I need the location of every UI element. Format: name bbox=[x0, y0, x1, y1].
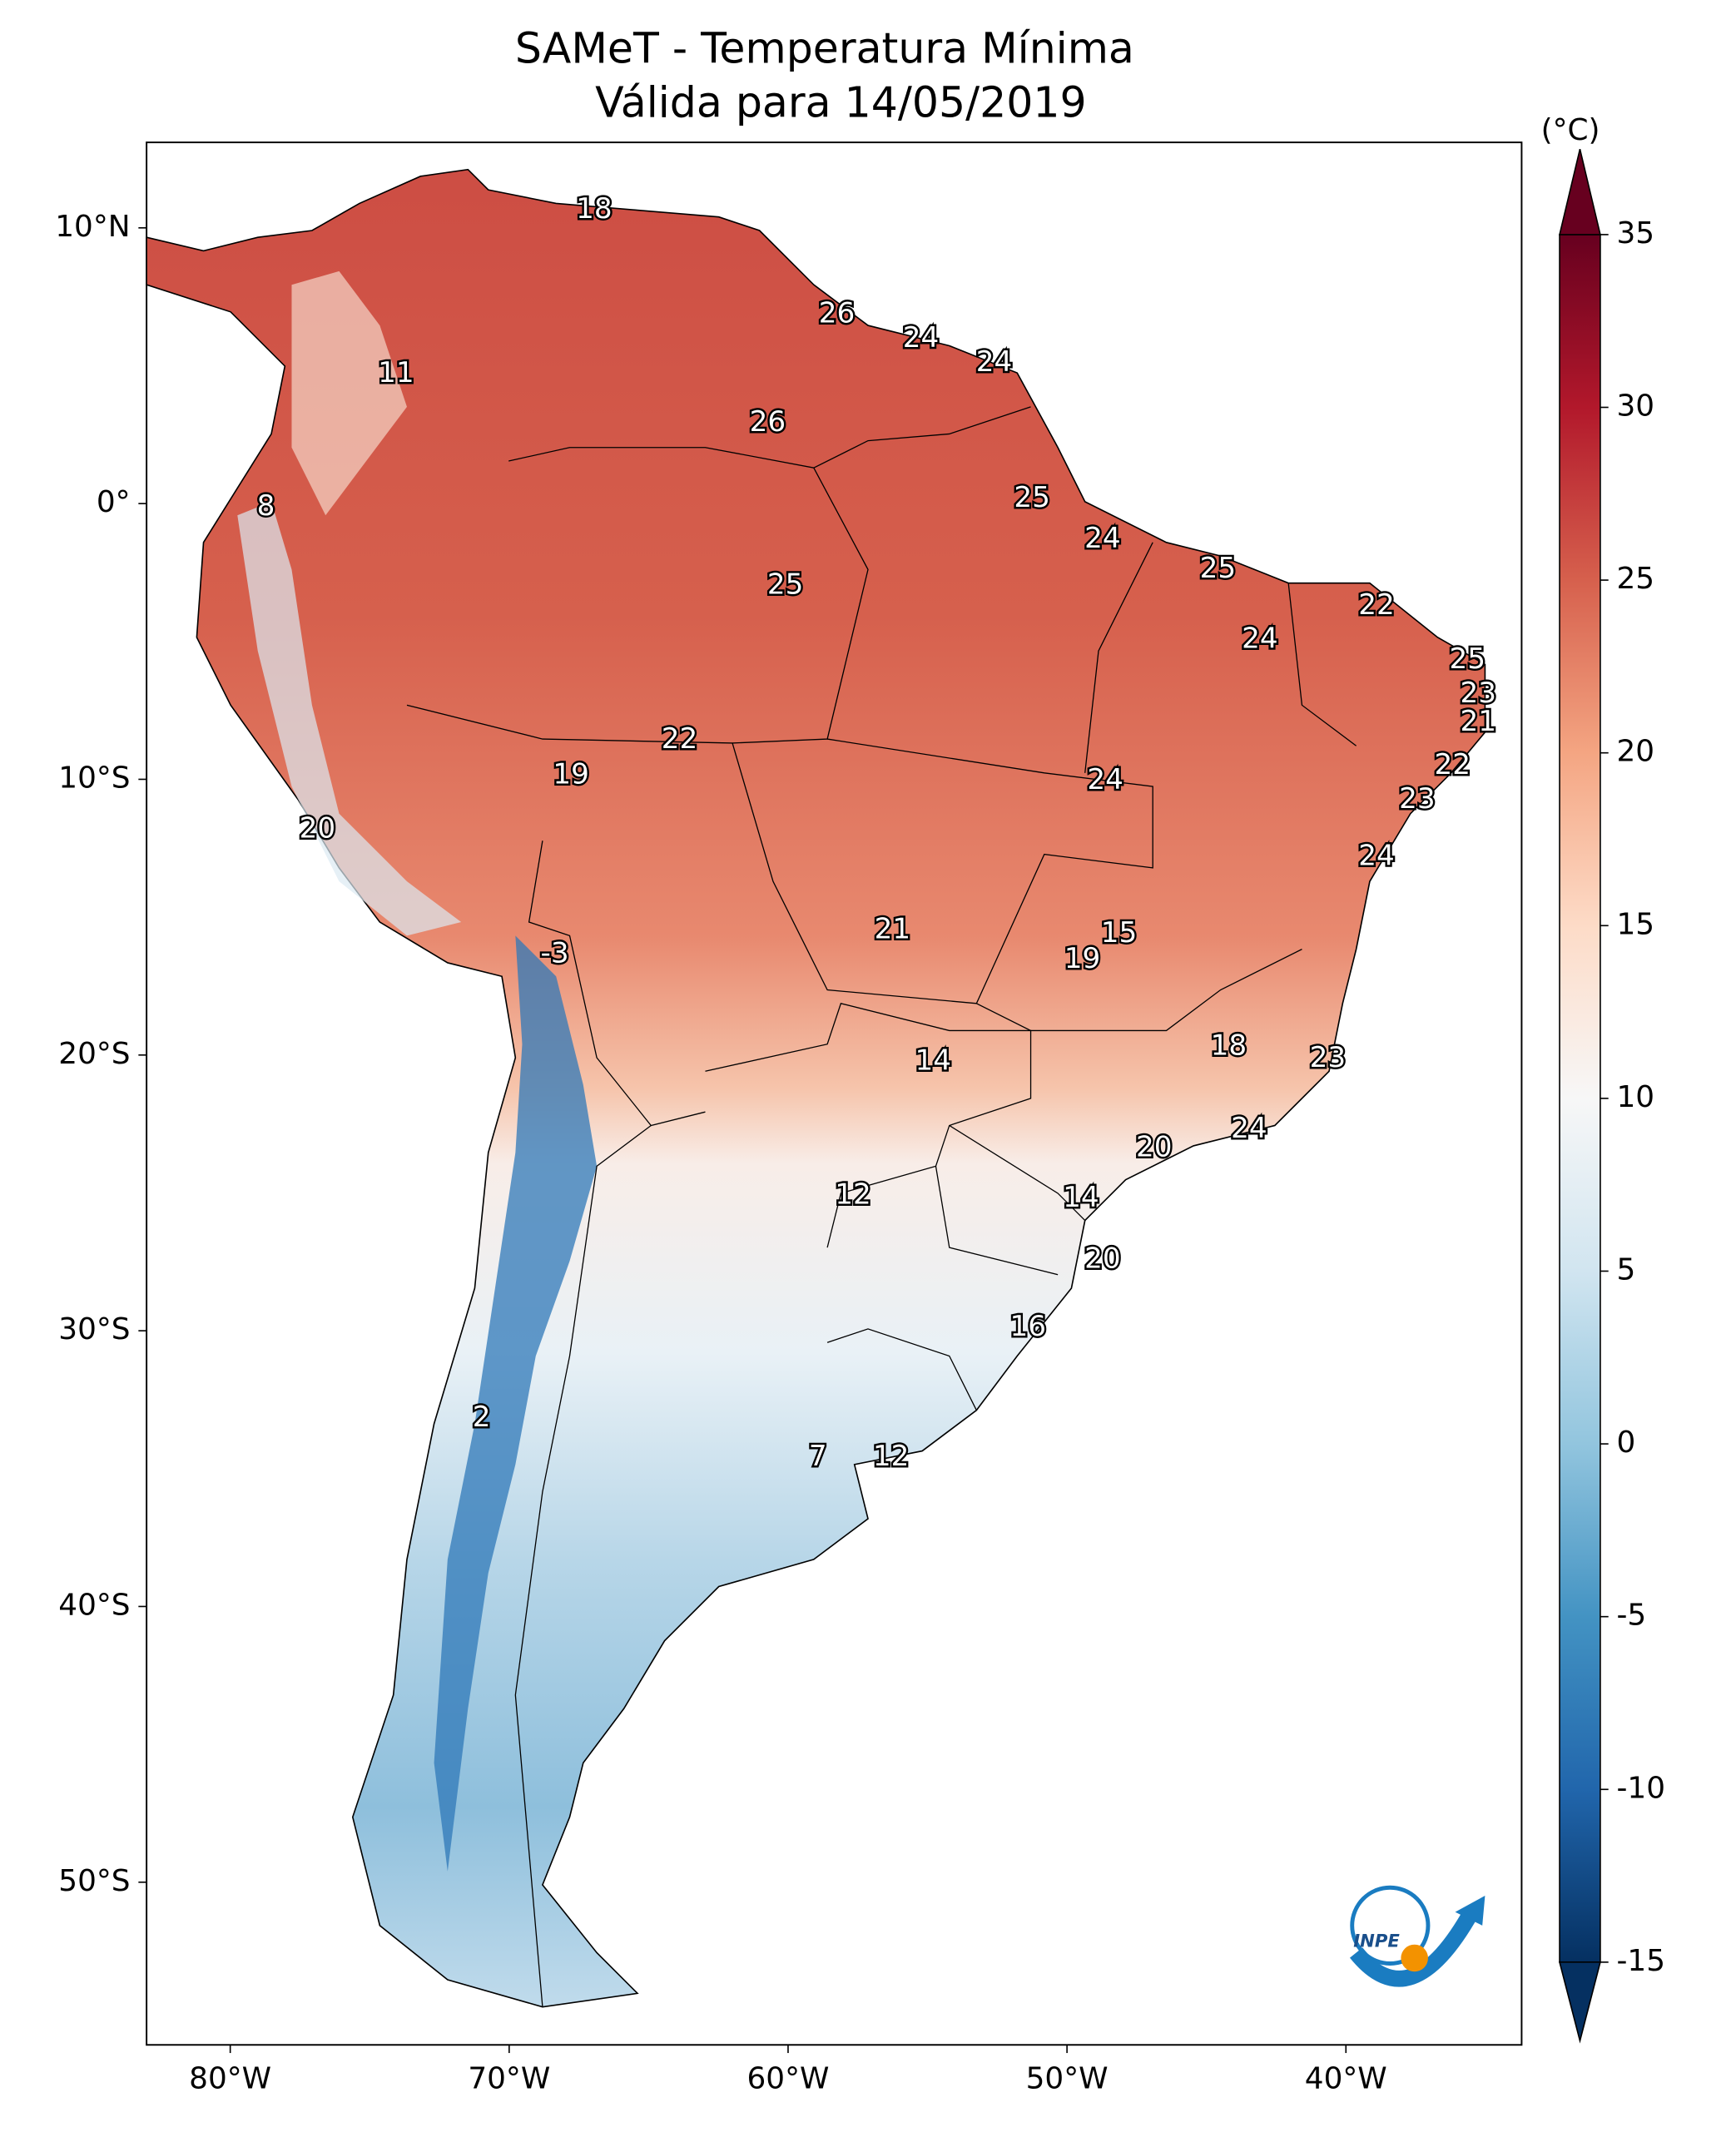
y-tick-label: 50°S bbox=[58, 1864, 130, 1898]
subtitle: Válida para 14/05/2019 bbox=[595, 78, 1087, 127]
temperature-label: 24 bbox=[976, 345, 1013, 379]
temperature-label: 24 bbox=[1231, 1112, 1267, 1145]
colorbar-extend-top bbox=[1559, 149, 1601, 236]
x-tick-label: 50°W bbox=[1026, 2062, 1109, 2096]
temperature-label: 25 bbox=[1014, 481, 1050, 514]
y-tick-label: 0° bbox=[97, 485, 131, 519]
colorbar-tick-label: 25 bbox=[1616, 562, 1654, 596]
colorbar-tick-label: 15 bbox=[1616, 907, 1654, 941]
temperature-label: 19 bbox=[1064, 942, 1101, 975]
temperature-label: 2 bbox=[473, 1401, 491, 1434]
y-tick-label: 10°N bbox=[55, 210, 130, 244]
inpe-logo: INPE bbox=[1349, 1885, 1486, 1987]
temperature-label: 25 bbox=[1200, 552, 1237, 585]
temperature-label: 20 bbox=[300, 812, 336, 845]
temperature-label: 20 bbox=[1136, 1131, 1173, 1164]
colorbar-extend-bottom bbox=[1558, 1961, 1601, 2044]
title: SAMeT - Temperatura Mínima bbox=[515, 23, 1134, 72]
continent bbox=[146, 168, 1486, 2008]
temperature-label: 19 bbox=[553, 758, 589, 791]
temperature-label: 15 bbox=[1101, 916, 1138, 950]
temperature-label: 12 bbox=[835, 1178, 871, 1212]
colorbar-tick-label: 5 bbox=[1616, 1252, 1635, 1287]
temperature-label: 24 bbox=[1358, 839, 1395, 872]
temperature-label: 8 bbox=[257, 489, 275, 523]
temperature-label: 23 bbox=[1399, 782, 1436, 816]
y-tick-label: 20°S bbox=[58, 1037, 130, 1071]
temperature-label: 11 bbox=[378, 356, 414, 389]
colorbar-tick-label: -15 bbox=[1616, 1944, 1665, 1978]
temperature-label: 24 bbox=[903, 321, 940, 355]
logo-text: INPE bbox=[1353, 1930, 1400, 1951]
temperature-label: 22 bbox=[1358, 588, 1395, 622]
temperature-label: 22 bbox=[1435, 748, 1471, 781]
temperature-label: 14 bbox=[1063, 1181, 1099, 1214]
colorbar-tick-label: 35 bbox=[1616, 216, 1654, 250]
colorbar-tick-label: -10 bbox=[1616, 1771, 1665, 1805]
y-tick-label: 10°S bbox=[58, 761, 130, 795]
colorbar-tick-label: -5 bbox=[1616, 1599, 1646, 1633]
x-tick-label: 80°W bbox=[189, 2062, 271, 2096]
colorbar-tick-label: 0 bbox=[1616, 1426, 1635, 1460]
temperature-label: 26 bbox=[750, 405, 786, 439]
temperature-label: -3 bbox=[541, 937, 569, 970]
temperature-label: 20 bbox=[1084, 1242, 1121, 1275]
y-tick-label: 30°S bbox=[58, 1312, 130, 1346]
temperature-label: 24 bbox=[1242, 622, 1278, 656]
temperature-label: 23 bbox=[1310, 1041, 1347, 1074]
temperature-label: 24 bbox=[1084, 522, 1121, 555]
temperature-label: 7 bbox=[809, 1440, 827, 1473]
temperature-label: 16 bbox=[1010, 1310, 1047, 1343]
temperature-label: 21 bbox=[875, 912, 911, 945]
temperature-label: 24 bbox=[1087, 763, 1123, 796]
x-tick-label: 40°W bbox=[1305, 2062, 1387, 2096]
colorbar-tick-label: 20 bbox=[1616, 735, 1654, 769]
temperature-label: 26 bbox=[819, 297, 856, 330]
colorbar-label: (°C) bbox=[1541, 113, 1600, 147]
temperature-label: 25 bbox=[1449, 642, 1486, 676]
temperature-label: 18 bbox=[576, 192, 613, 226]
x-tick-label: 70°W bbox=[468, 2062, 550, 2096]
y-tick-label: 40°S bbox=[58, 1588, 130, 1622]
x-tick-label: 60°W bbox=[746, 2062, 829, 2096]
temperature-label: 14 bbox=[915, 1044, 951, 1077]
temperature-label: 23 bbox=[1461, 677, 1497, 710]
colorbar-tick-label: 10 bbox=[1616, 1080, 1654, 1114]
colorbar-tick-label: 30 bbox=[1616, 389, 1654, 423]
temperature-label: 18 bbox=[1211, 1029, 1247, 1062]
colorbar bbox=[1559, 234, 1601, 1963]
temperature-label: 25 bbox=[767, 568, 804, 601]
borders bbox=[406, 406, 1357, 2007]
temperature-label: 12 bbox=[873, 1440, 910, 1473]
temperature-label: 21 bbox=[1461, 705, 1497, 738]
temperature-label: 22 bbox=[662, 722, 698, 756]
